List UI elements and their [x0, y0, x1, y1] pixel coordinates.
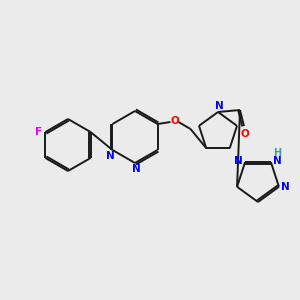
- Text: H: H: [273, 148, 281, 158]
- Text: N: N: [273, 156, 282, 166]
- Text: N: N: [234, 156, 243, 166]
- Text: N: N: [214, 101, 224, 111]
- Text: F: F: [35, 127, 43, 137]
- Text: O: O: [170, 116, 179, 126]
- Text: N: N: [281, 182, 290, 192]
- Text: O: O: [241, 129, 249, 139]
- Text: N: N: [132, 164, 140, 174]
- Text: N: N: [106, 151, 115, 161]
